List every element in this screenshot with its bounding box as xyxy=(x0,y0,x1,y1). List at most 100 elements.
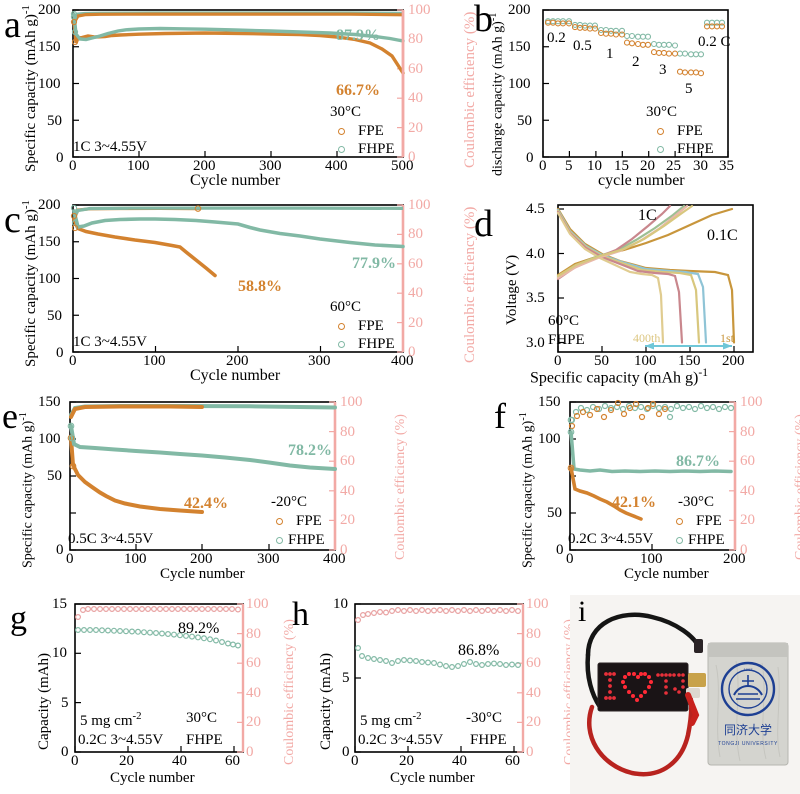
panel-f-legend-fpe-marker xyxy=(676,518,683,525)
panel-e-series-ce xyxy=(69,404,337,419)
panel-a-ytick-4: 0 xyxy=(56,150,64,166)
panel-f-retention-fhpe: 86.7% xyxy=(676,453,720,470)
panel-b-rate-label-4: 3 xyxy=(659,62,667,78)
panel-a-ytick-2: 100 xyxy=(38,76,61,92)
panel-d-plot xyxy=(556,204,754,353)
panel-b-xlabel: cycle number xyxy=(598,172,685,189)
panel-f-xlabel: Cycle number xyxy=(624,566,709,582)
panel-b-xtick-0: 0 xyxy=(539,158,547,174)
panel-c-xtick-0: 0 xyxy=(69,353,77,369)
panel-f-ytick-2: 50 xyxy=(547,505,562,521)
panel-d: d Voltage (V) Specific capacity (mAh g)-… xyxy=(470,195,800,390)
panel-g-condition: 0.2C 3~4.55V xyxy=(78,732,164,748)
panel-e-xtick-1: 100 xyxy=(124,551,147,567)
panel-a: a Specific capacity (mAh g)-1 Cycle numb… xyxy=(0,0,478,195)
panel-h-xtick-0: 0 xyxy=(351,753,359,769)
panel-b-points-fpe xyxy=(544,19,726,77)
panel-c-legend-fhpe-marker xyxy=(338,341,345,348)
panel-g-xtick-2: 40 xyxy=(172,753,187,769)
panel-h-ytick-1: 5 xyxy=(342,670,350,686)
panel-g-capacity-points xyxy=(74,626,242,649)
panel-f-label: f xyxy=(494,396,506,436)
panel-f-series-capacity xyxy=(569,430,733,521)
panel-c-xtick-2: 200 xyxy=(226,353,249,369)
panel-b-xtick-5: 25 xyxy=(666,158,681,174)
panel-c-xlabel: Cycle number xyxy=(190,367,281,384)
panel-e-y2tick-2: 60 xyxy=(340,453,355,469)
panel-f-y2tick-5: 0 xyxy=(740,542,748,558)
panel-f: f Specific capacity (mAh g)-1 Cycle numb… xyxy=(400,390,800,590)
panel-e-legend-fhpe: FHPE xyxy=(288,532,325,548)
panel-h-y2tick-2: 60 xyxy=(526,655,541,671)
panel-d-xtick-1: 50 xyxy=(594,353,609,369)
panel-b-ytick-4: 0 xyxy=(526,150,534,166)
panel-h-retention: 86.8% xyxy=(458,642,500,659)
panel-d-temperature: 60°C xyxy=(548,313,580,329)
panel-e-y2tick-4: 20 xyxy=(340,512,355,528)
panel-b-rate-label-3: 2 xyxy=(632,54,640,70)
panel-c-series-capacity xyxy=(72,209,405,278)
panel-d-ytick-0: 4.5 xyxy=(526,201,545,217)
panel-c-y2tick-2: 60 xyxy=(408,256,423,272)
panel-f-retention-fpe: 42.1% xyxy=(612,494,656,511)
panel-b-legend-fpe-marker xyxy=(657,128,664,135)
panel-c: c Specific capacity (mAh g)-1 Cycle numb… xyxy=(0,195,478,390)
panel-c-label: c xyxy=(4,199,21,241)
panel-c-retention-fpe: 58.8% xyxy=(238,278,282,295)
panel-h-xtick-3: 60 xyxy=(505,753,520,769)
panel-b-ytick-0: 200 xyxy=(508,2,531,18)
panel-g-ytick-1: 10 xyxy=(52,645,67,661)
panel-e-temperature: -20°C xyxy=(271,494,307,510)
panel-e-xtick-4: 400 xyxy=(323,551,346,567)
panel-h-xlabel: Cycle number xyxy=(390,770,475,786)
panel-b-temperature: 30°C xyxy=(646,104,678,120)
panel-a-label: a xyxy=(4,4,21,46)
panel-g-ce-points xyxy=(74,606,242,621)
panel-b-points-fhpe xyxy=(544,18,726,58)
panel-f-ytick-1: 100 xyxy=(538,431,561,447)
panel-h-xtick-2: 40 xyxy=(452,753,467,769)
panel-d-rate-high: 1C xyxy=(638,207,657,224)
panel-g-electrolyte: FHPE xyxy=(186,732,223,748)
panel-c-temperature: 60°C xyxy=(330,299,362,315)
panel-h-condition: 0.2C 3~4.55V xyxy=(358,732,444,748)
panel-f-y2tick-2: 60 xyxy=(740,453,755,469)
panel-d-xlabel: Specific capacity (mAh g)-1 xyxy=(530,367,708,387)
panel-g-ytick-2: 5 xyxy=(61,695,69,711)
panel-g-retention: 89.2% xyxy=(178,620,220,637)
panel-c-y2tick-5: 0 xyxy=(408,344,416,360)
panel-a-y2tick-5: 0 xyxy=(408,149,416,165)
panel-e-legend-fpe: FPE xyxy=(296,513,322,529)
panel-e-condition: 0.5C 3~4.55V xyxy=(68,531,154,547)
panel-a-legend-fpe-marker xyxy=(338,128,345,135)
panel-a-y2tick-4: 20 xyxy=(408,120,423,136)
panel-c-legend-fpe-marker xyxy=(338,323,345,330)
panel-a-y2tick-0: 100 xyxy=(408,2,431,18)
panel-a-ytick-1: 150 xyxy=(38,39,61,55)
panel-c-condition: 1C 3~4.55V xyxy=(73,334,147,350)
panel-g-loading: 5 mg cm-2 xyxy=(80,710,142,729)
panel-h-ce-points xyxy=(354,607,522,624)
panel-d-xtick-0: 0 xyxy=(554,353,562,369)
panel-f-xtick-1: 100 xyxy=(640,551,663,567)
panel-f-ytick-3: 0 xyxy=(556,542,564,558)
panel-b-legend-fhpe: FHPE xyxy=(677,141,714,157)
panel-a-retention-fhpe: 87.9% xyxy=(336,27,380,44)
panel-d-electrolyte: FHPE xyxy=(548,332,585,348)
panel-a-y2tick-3: 40 xyxy=(408,90,423,106)
panel-h-xtick-1: 20 xyxy=(399,753,414,769)
panel-a-y2tick-2: 60 xyxy=(408,61,423,77)
panel-b-xtick-4: 20 xyxy=(640,158,655,174)
panel-b-legend-fhpe-marker xyxy=(657,146,664,153)
panel-f-legend-fhpe-marker xyxy=(676,537,683,544)
panel-a-y2tick-1: 80 xyxy=(408,31,423,47)
panel-g-plot xyxy=(74,603,245,753)
panel-h-plot xyxy=(354,603,525,753)
panel-a-xtick-1: 100 xyxy=(127,158,150,174)
panel-g-ytick-3: 0 xyxy=(61,744,69,760)
panel-b-rate-label-2: 1 xyxy=(606,46,614,62)
panel-f-ce-scatter-fpe xyxy=(568,399,669,430)
panel-a-markers xyxy=(70,10,79,46)
panel-c-y2tick-4: 20 xyxy=(408,315,423,331)
panel-b-ytick-1: 150 xyxy=(508,39,531,55)
